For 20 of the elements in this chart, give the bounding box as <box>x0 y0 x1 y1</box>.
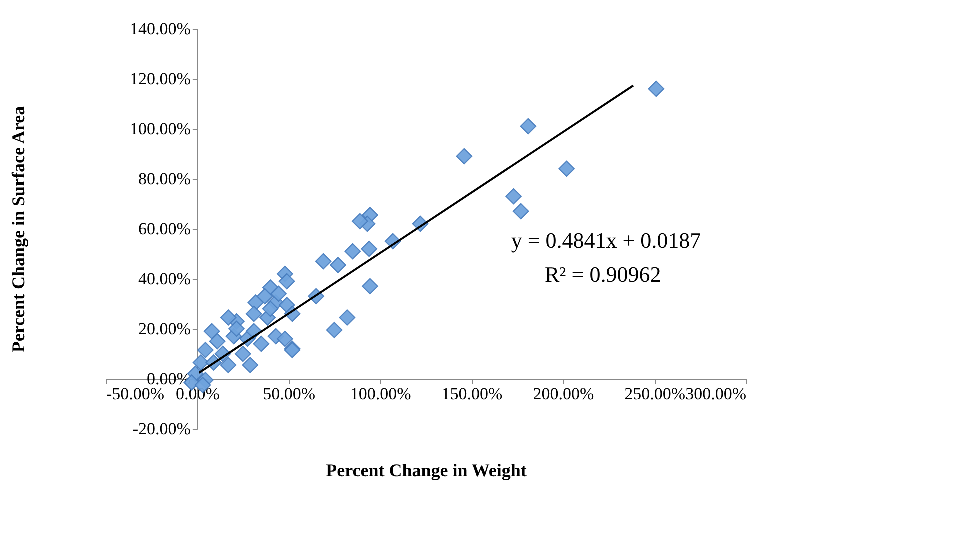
y-tick-label: 120.00% <box>130 70 191 88</box>
y-tick-label: 20.00% <box>138 320 191 338</box>
x-tick-label: 150.00% <box>442 384 503 404</box>
x-tick-label: 300.00% <box>686 384 746 404</box>
x-tick-label: 200.00% <box>533 384 594 404</box>
x-tick-label: 0.00% <box>176 384 220 404</box>
x-tick-label: -50.00% <box>106 384 165 404</box>
y-tick-label: 100.00% <box>130 120 191 138</box>
y-tick-label: 60.00% <box>138 220 191 238</box>
y-axis-title: Percent Change in Surface Area <box>8 106 29 353</box>
y-tick-label: -20.00% <box>132 420 191 438</box>
y-tick-label: 40.00% <box>138 270 191 288</box>
x-axis-title: Percent Change in Weight <box>326 460 527 480</box>
y-tick-label: 140.00% <box>130 20 191 38</box>
x-tick-label: 100.00% <box>350 384 412 404</box>
annotation: y = 0.4841x + 0.0187 <box>511 228 702 253</box>
annotation: R² = 0.90962 <box>545 262 662 287</box>
y-tick-label: 80.00% <box>138 170 191 188</box>
x-tick-label: 50.00% <box>263 384 316 404</box>
x-tick-label: 250.00% <box>624 384 686 404</box>
